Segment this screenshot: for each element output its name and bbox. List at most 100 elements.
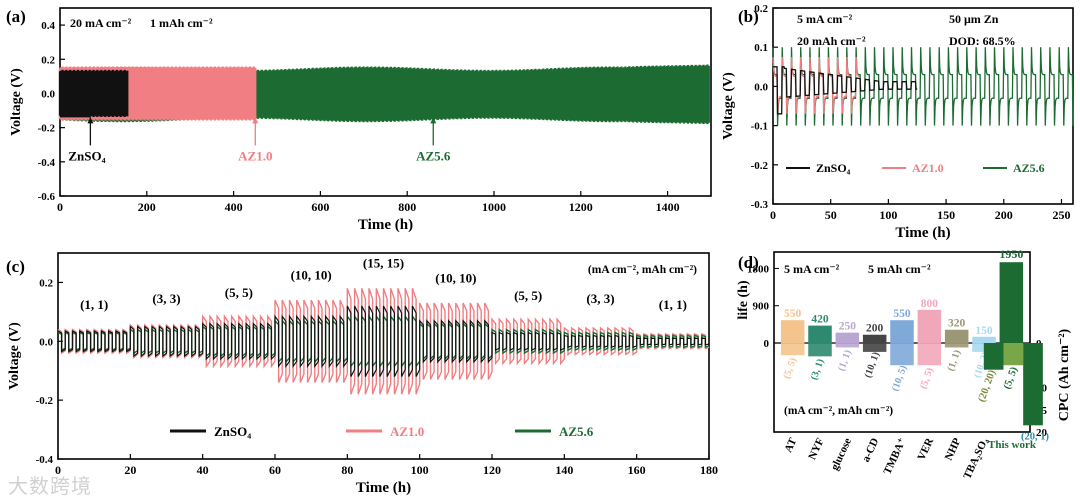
legend-label: ZnSO₄	[816, 161, 851, 175]
x-tick-label: 200	[138, 200, 156, 214]
x-tick-label: 100	[879, 208, 897, 222]
x-tick-label: 1200	[569, 200, 593, 214]
y-tick-label: 900	[753, 301, 770, 313]
x-tick-label: 600	[311, 200, 329, 214]
y-tick-label: -0.2	[38, 123, 56, 135]
panel-label: (b)	[738, 7, 759, 26]
segment-label: (5, 5)	[225, 285, 253, 300]
category-label: This work	[988, 439, 1037, 451]
y-tick-label: 0.2	[39, 277, 53, 289]
annotation-label: AZ5.6	[416, 148, 451, 163]
series-znso4	[57, 305, 710, 377]
watermark: 大数跨境	[8, 474, 92, 498]
panel-label: (c)	[6, 257, 25, 276]
segment-label: (3, 3)	[152, 291, 180, 306]
life-value-label: 550	[893, 308, 911, 320]
cpc-condition-label: (5, 5)	[781, 356, 799, 380]
x-tick-label: 140	[555, 463, 573, 477]
panel-label: (d)	[738, 253, 759, 272]
cpc-bar	[808, 343, 832, 357]
plot-frame	[773, 251, 1031, 433]
x-tick-label: 0	[55, 463, 61, 477]
y-tick-label: -0.2	[751, 160, 769, 172]
life-value-label: 320	[948, 318, 966, 330]
x-tick-label: 800	[398, 200, 416, 214]
arrow-head	[87, 117, 94, 124]
category-label: AT	[782, 436, 799, 455]
x-tick-label: 50	[825, 208, 837, 222]
cpc-condition-label: (1, 1)	[945, 349, 963, 373]
cpc-bar	[890, 343, 914, 366]
x-tick-label: 1000	[482, 200, 506, 214]
segment-label: (10, 10)	[435, 270, 476, 285]
y-axis-label-cpc: CPC (Ah cm⁻²)	[1057, 328, 1072, 421]
legend-label: AZ1.0	[912, 161, 944, 175]
life-value-label: 150	[975, 325, 993, 337]
cpc-bar	[835, 343, 860, 348]
y-tick-label: 0.0	[41, 88, 55, 100]
x-tick-label: 20	[124, 463, 136, 477]
legend-label: AZ5.6	[1013, 161, 1045, 175]
y-tick-label: 0.4	[41, 20, 55, 32]
condition-zn: 50 μm Zn	[949, 12, 999, 26]
units-note: (mA cm⁻², mAh cm⁻²)	[588, 264, 697, 276]
condition-capacity: 5 mAh cm⁻²	[868, 262, 931, 276]
condition-capacity: 1 mAh cm⁻²	[150, 16, 213, 30]
life-value-label: 550	[784, 308, 802, 320]
life-bar	[999, 262, 1024, 343]
annotation-label: AZ1.0	[238, 148, 272, 163]
life-bar	[835, 332, 860, 343]
y-axis-label: Voltage (V)	[7, 322, 22, 390]
y-tick-label: -0.1	[751, 121, 768, 133]
x-tick-label: 180	[700, 463, 718, 477]
life-bar	[780, 320, 805, 343]
life-bar	[808, 325, 832, 343]
cpc-condition-label: (10, 5)	[890, 364, 909, 393]
y-tick-label: 0.0	[39, 336, 53, 348]
x-tick-label: 120	[483, 463, 501, 477]
series-az56	[772, 47, 1074, 126]
cpc-condition-label: (5, 5)	[918, 366, 936, 390]
segment-label: (1, 1)	[80, 297, 108, 312]
y-tick-label: -0.6	[38, 191, 56, 203]
segment-label: (10, 10)	[291, 267, 332, 282]
category-label: glucose	[829, 436, 854, 472]
x-tick-label: 400	[225, 200, 243, 214]
category-label: NYF	[806, 436, 827, 462]
cpc-bar	[862, 343, 887, 352]
life-value-label: 200	[866, 323, 884, 335]
condition-current: 5 mA cm⁻²	[784, 262, 840, 276]
x-tick-label: 60	[269, 463, 281, 477]
plot-frame	[57, 252, 710, 460]
x-tick-label: 100	[411, 463, 429, 477]
segment-label: (15, 15)	[363, 256, 404, 271]
y-tick-label: -0.4	[36, 454, 54, 466]
this-work-cpc-label: (20, 1)	[1021, 431, 1049, 442]
this-work-cpc-bar	[983, 343, 1004, 370]
this-work-cpc-bar	[1023, 343, 1043, 426]
cpc-bar	[944, 343, 969, 348]
life-value-label: 800	[921, 298, 939, 310]
condition-current: 20 mA cm⁻²	[70, 16, 132, 30]
arrow-head	[252, 117, 259, 124]
panel-b: 0 50 100 150 200 250 -0.3 -0.2 -0.1 0.0 0.1 0.2 Time…	[721, 3, 1074, 241]
cpc-condition-label: (3, 1)	[809, 357, 827, 381]
cpc-bar	[917, 343, 942, 366]
cpc-condition-label: (10, 1)	[863, 351, 882, 380]
y-tick-label: 1800	[747, 263, 770, 275]
x-axis-label: Time (h)	[358, 217, 413, 233]
x-tick-label: 160	[628, 463, 646, 477]
y-tick-label: -0.3	[751, 199, 769, 211]
panel-a: 0 200 400 600 800 1000 1200 1400 -0.6 -0.4 -0.2 0.0…	[6, 7, 712, 233]
condition-capacity: 20 mAh cm⁻²	[797, 34, 866, 48]
arrow-head	[430, 117, 437, 124]
life-value-label: 1950	[999, 247, 1023, 261]
panel-label: (a)	[6, 7, 26, 26]
y-tick-label: -0.2	[36, 395, 54, 407]
category-label: a-CD	[860, 436, 881, 464]
category-label: VER	[915, 435, 936, 462]
y-tick-label: -0.4	[38, 157, 56, 169]
life-bar	[944, 329, 969, 343]
legend-label: AZ5.6	[559, 424, 594, 439]
